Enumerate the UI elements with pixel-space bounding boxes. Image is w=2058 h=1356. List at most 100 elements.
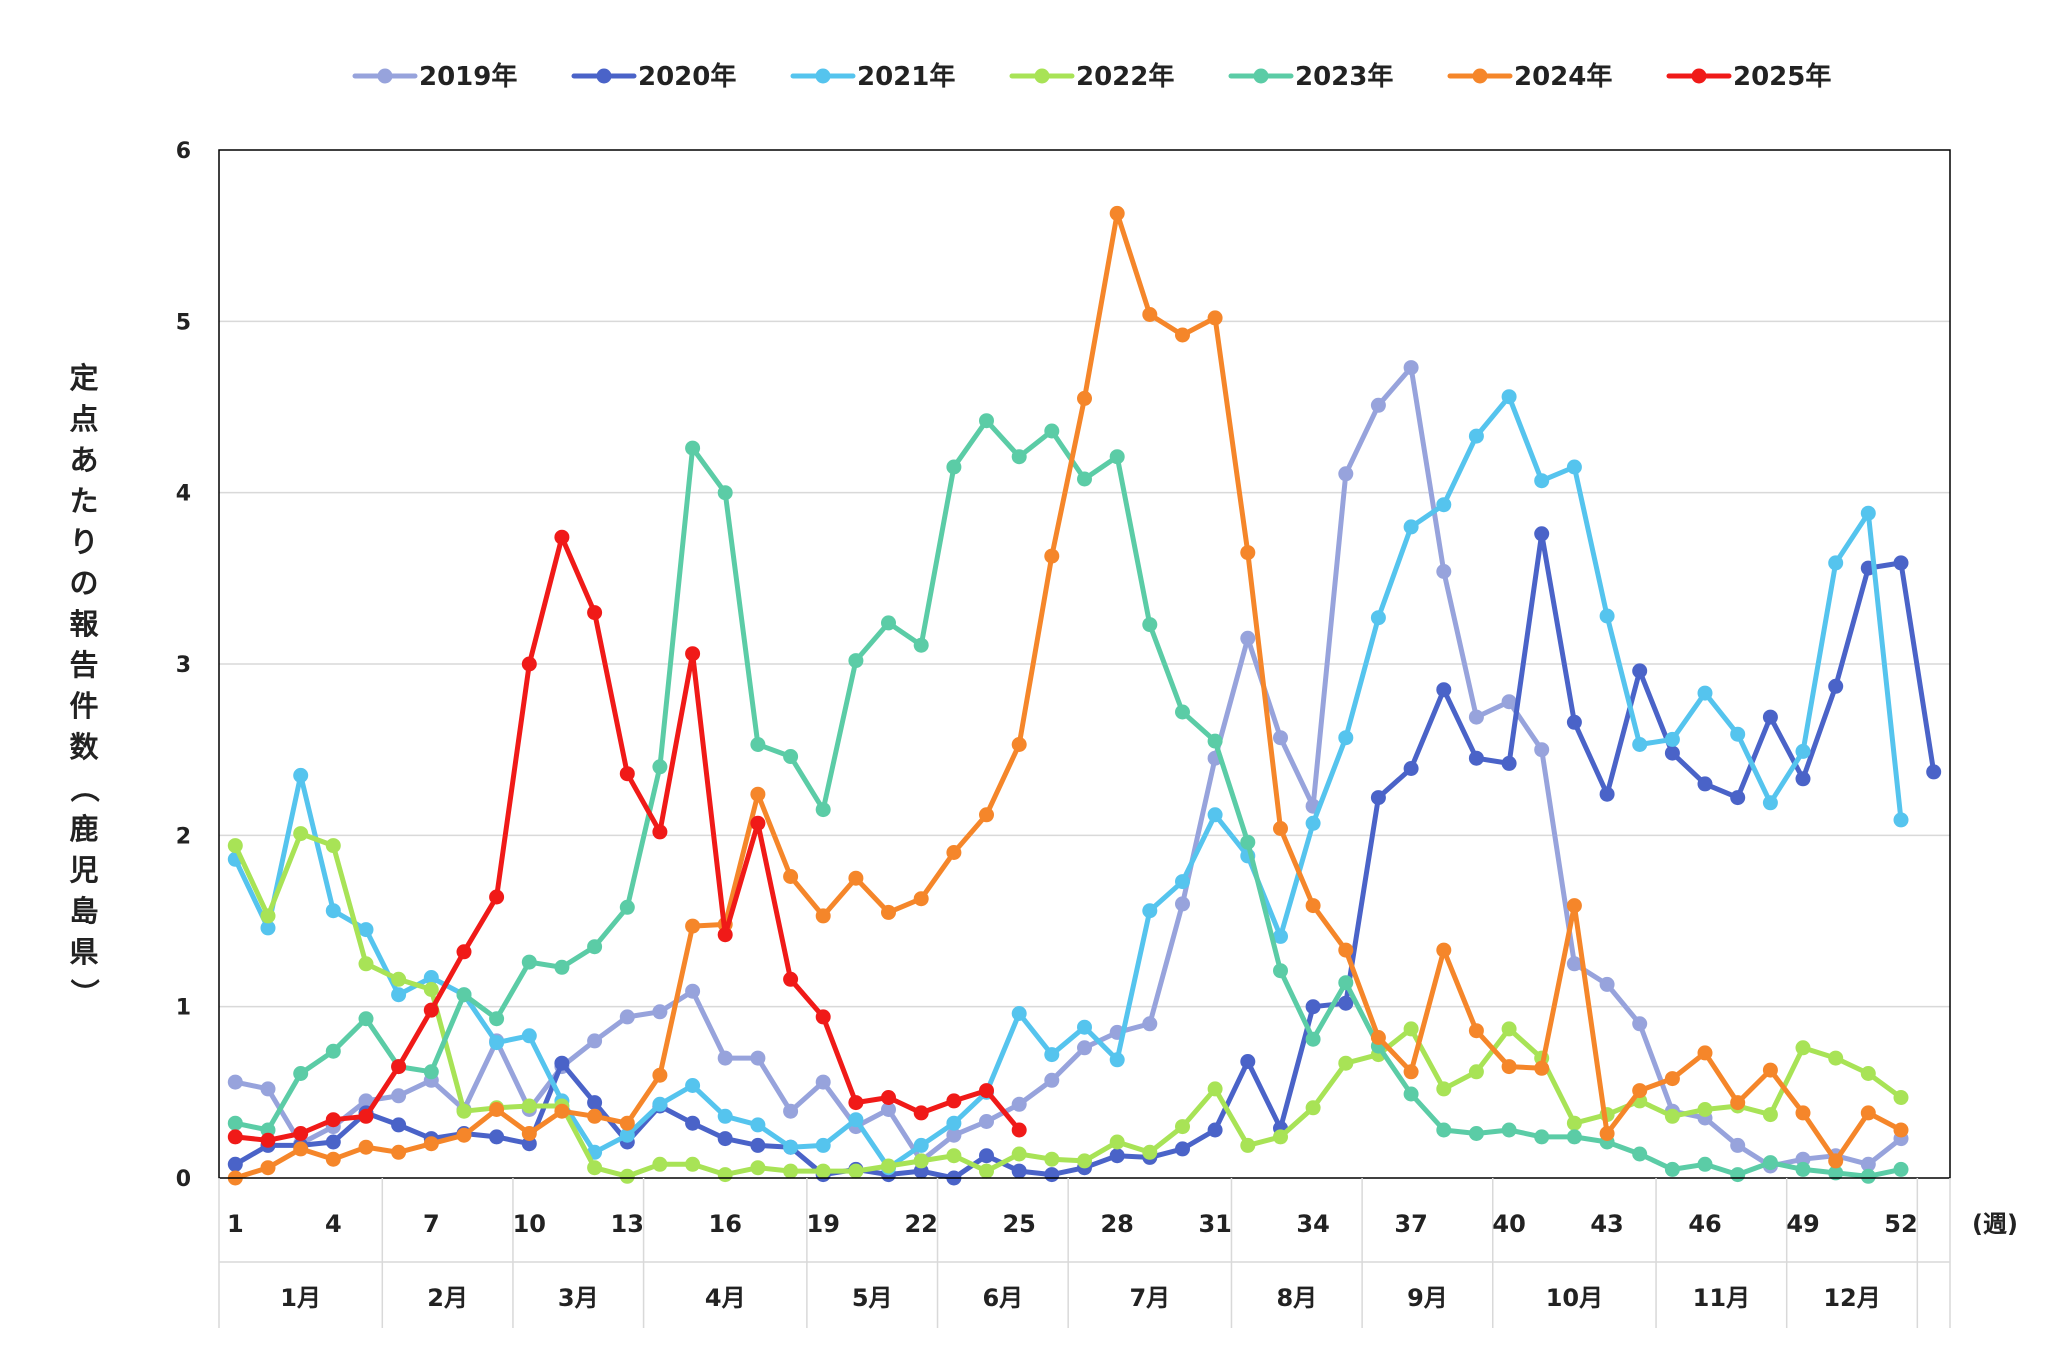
data-point xyxy=(260,1160,276,1176)
legend-label: 2019年 xyxy=(419,61,517,92)
data-point xyxy=(979,1083,994,1099)
data-point xyxy=(554,529,570,545)
data-point xyxy=(1273,730,1288,746)
x-tick-label: 22 xyxy=(904,1210,937,1238)
data-point xyxy=(260,1132,276,1148)
data-point xyxy=(1566,956,1582,972)
data-point xyxy=(1762,1107,1778,1123)
data-point xyxy=(1240,545,1256,561)
data-point xyxy=(1599,976,1615,992)
month-label: 7月 xyxy=(1129,1284,1170,1312)
legend-item: 2019年 xyxy=(352,61,517,92)
data-point xyxy=(1697,685,1713,701)
legend-swatch-marker xyxy=(596,68,612,84)
data-point xyxy=(815,1137,831,1153)
data-point xyxy=(1697,776,1713,792)
data-point xyxy=(1860,1066,1876,1081)
y-axis-label-char: 県 xyxy=(69,935,98,969)
legend-label: 2023年 xyxy=(1295,61,1393,92)
data-point xyxy=(391,1088,407,1104)
data-point xyxy=(587,939,603,955)
data-point xyxy=(456,987,472,1003)
data-point xyxy=(1109,449,1125,465)
data-point xyxy=(1175,327,1190,343)
data-point xyxy=(881,1158,896,1174)
legend-label: 2024年 xyxy=(1514,61,1612,92)
data-point xyxy=(750,815,766,831)
legend-label: 2025年 xyxy=(1733,61,1831,92)
x-tick-label: 31 xyxy=(1198,1210,1231,1238)
data-point xyxy=(946,1127,962,1143)
data-point xyxy=(1468,709,1484,725)
data-point xyxy=(1828,678,1844,694)
data-point xyxy=(293,1126,309,1141)
data-point xyxy=(1142,903,1158,919)
data-point xyxy=(423,970,439,985)
data-point xyxy=(358,1139,374,1155)
data-point xyxy=(1109,1052,1125,1068)
data-point xyxy=(1599,786,1615,802)
data-point xyxy=(946,845,962,860)
data-point xyxy=(1044,1167,1060,1183)
data-point xyxy=(1142,307,1158,322)
data-point xyxy=(619,899,635,915)
data-point xyxy=(1011,1146,1027,1162)
data-point xyxy=(619,1168,635,1184)
data-point xyxy=(1207,1122,1223,1138)
data-point xyxy=(1664,1071,1680,1087)
data-point xyxy=(1795,1105,1811,1121)
data-point xyxy=(489,1035,505,1051)
data-point xyxy=(1664,1108,1680,1124)
data-point xyxy=(1403,1086,1419,1102)
y-axis-label-char: 鹿 xyxy=(69,812,98,846)
data-point xyxy=(1175,1141,1190,1157)
month-label: 8月 xyxy=(1276,1284,1317,1312)
data-point xyxy=(423,982,439,997)
data-point xyxy=(848,1163,864,1179)
legend-label: 2020年 xyxy=(638,61,736,92)
data-point xyxy=(554,1055,570,1071)
plot-frame xyxy=(218,149,1951,1179)
data-point xyxy=(652,1067,668,1083)
data-point xyxy=(423,1136,439,1152)
data-point xyxy=(391,1117,407,1133)
data-point xyxy=(489,1129,505,1145)
x-tick-label: 46 xyxy=(1688,1210,1721,1238)
legend-item: 2024年 xyxy=(1447,61,1612,92)
legend-swatch-marker xyxy=(1253,68,1269,84)
data-point xyxy=(1305,815,1321,831)
data-point xyxy=(717,1167,733,1183)
data-point xyxy=(1305,898,1321,914)
data-point xyxy=(979,413,994,429)
data-point xyxy=(358,922,374,938)
y-axis-label-char: り xyxy=(69,525,98,559)
data-point xyxy=(1632,737,1648,752)
y-axis-label-char: た xyxy=(69,484,98,518)
data-point xyxy=(652,824,668,840)
x-tick-label: 37 xyxy=(1394,1210,1427,1238)
data-point xyxy=(521,954,537,970)
data-point xyxy=(1142,617,1158,633)
data-point xyxy=(1534,526,1550,542)
y-axis-label-char: 定 xyxy=(69,361,98,395)
y-tick-label: 2 xyxy=(176,824,191,849)
data-point xyxy=(946,1093,962,1109)
data-point xyxy=(1534,473,1550,489)
data-point xyxy=(815,802,831,818)
data-point xyxy=(815,1009,831,1025)
data-point xyxy=(1273,821,1288,836)
data-point xyxy=(227,1129,243,1145)
data-point xyxy=(1893,555,1909,571)
data-point xyxy=(227,1115,243,1131)
x-unit-label: (週) xyxy=(1972,1210,2018,1238)
data-point xyxy=(913,1153,929,1169)
data-point xyxy=(1044,1151,1060,1167)
data-point xyxy=(1403,1064,1419,1080)
series-2023年 xyxy=(227,413,1909,1184)
data-point xyxy=(946,1115,962,1131)
y-axis-label-char: ） xyxy=(67,978,101,1007)
data-point xyxy=(293,826,309,842)
data-point xyxy=(1860,505,1876,521)
data-point xyxy=(1044,1047,1060,1063)
y-axis-label-char: 数 xyxy=(69,730,99,764)
